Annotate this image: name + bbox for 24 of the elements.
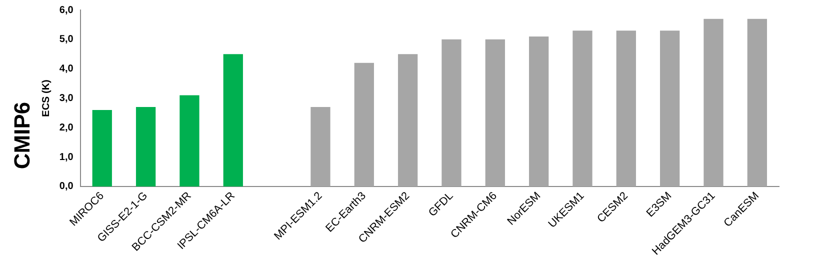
bar [92, 110, 112, 186]
y-tick-label: 5,0 [59, 34, 74, 46]
bar [616, 30, 636, 186]
y-tick-label: 2,0 [59, 122, 74, 134]
y-tick-label: 3,0 [59, 92, 74, 104]
bar [354, 62, 374, 186]
bar [704, 18, 724, 186]
y-tick-label: 4,0 [59, 64, 74, 75]
bar [442, 39, 462, 186]
bar [485, 39, 505, 186]
bar [310, 107, 330, 186]
bar [660, 30, 680, 186]
bar [398, 54, 418, 186]
y-axis-title: ECS (K) [41, 80, 52, 117]
bar [223, 54, 243, 186]
bar [572, 30, 592, 186]
y-tick-label: 0,0 [59, 181, 74, 192]
bar [136, 107, 156, 186]
y-tick-label: 1,0 [59, 152, 74, 163]
bar [180, 95, 200, 186]
text: CMIP6 [9, 102, 34, 170]
bar [528, 36, 549, 186]
bar [747, 18, 767, 186]
y-tick-label: 6,0 [59, 4, 74, 16]
